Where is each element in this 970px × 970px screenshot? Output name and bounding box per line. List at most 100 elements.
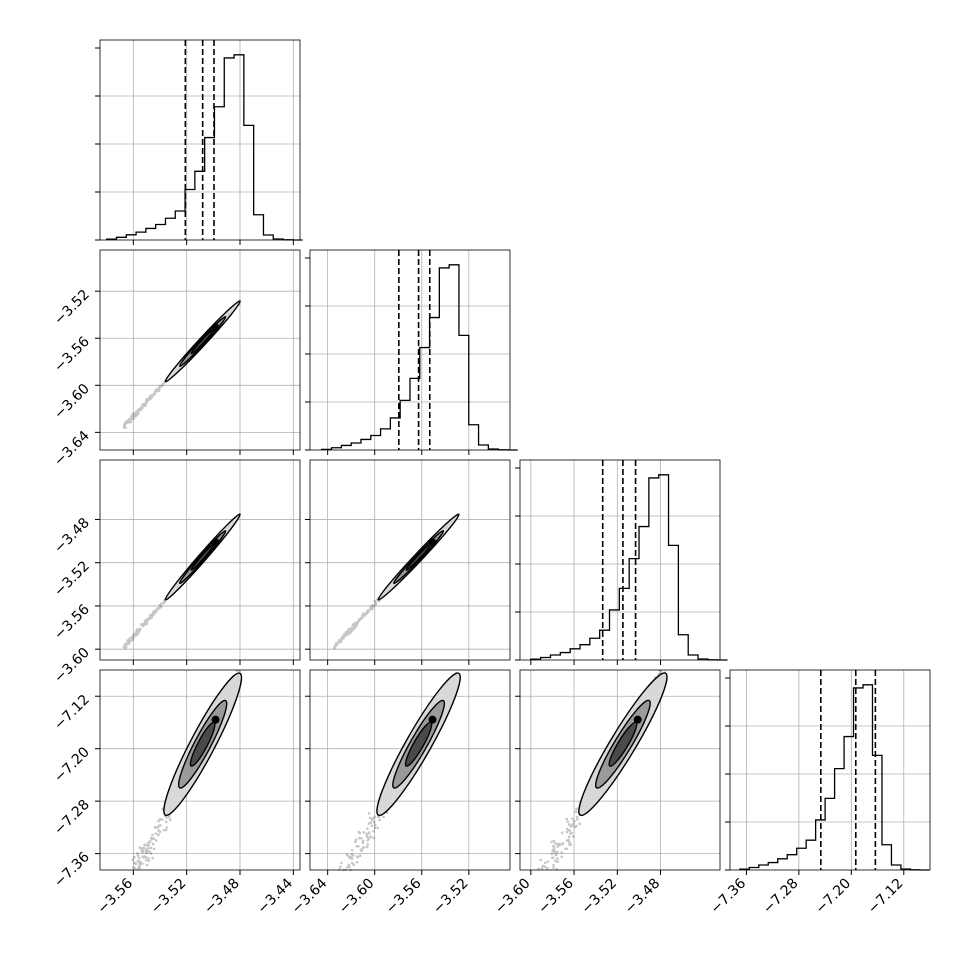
scatter-point	[134, 861, 137, 865]
scatter-point	[134, 633, 137, 636]
scatter-point	[365, 835, 369, 839]
scatter-point	[129, 420, 133, 424]
scatter-point	[333, 644, 337, 648]
scatter-point	[347, 865, 351, 869]
scatter-point	[347, 632, 350, 635]
scatter-point	[354, 621, 357, 624]
scatter-point	[357, 618, 361, 621]
scatter-point	[145, 398, 149, 401]
scatter-point	[155, 610, 158, 613]
scatter-point	[371, 605, 375, 609]
scatter-point	[369, 605, 373, 609]
scatter-point	[552, 863, 555, 867]
scatter-point	[334, 642, 338, 646]
scatter-point	[378, 818, 381, 822]
x-tick-label: −3.60	[336, 876, 378, 918]
scatter-point	[351, 623, 355, 626]
scatter-point	[349, 629, 352, 633]
scatter-point	[136, 408, 140, 412]
scatter-point	[355, 855, 359, 858]
scatter-point	[338, 638, 342, 642]
scatter-point	[333, 645, 337, 649]
scatter-point	[139, 846, 142, 850]
scatter-point	[345, 632, 349, 635]
scatter-point	[151, 842, 155, 846]
scatter-point	[333, 646, 336, 650]
panel-frame	[99, 249, 301, 451]
scatter-point	[145, 619, 149, 622]
scatter-point	[127, 641, 131, 645]
panel-frame	[309, 249, 511, 451]
scatter-point	[566, 820, 569, 823]
scatter-point	[131, 636, 134, 639]
scatter-point	[151, 833, 154, 837]
scatter-point	[568, 829, 572, 832]
scatter-point	[124, 646, 127, 650]
x-tick-label: −3.52	[578, 876, 620, 918]
scatter-point	[123, 424, 126, 427]
scatter-point	[357, 830, 361, 834]
scatter-point	[565, 839, 569, 842]
scatter-point	[572, 835, 575, 838]
scatter-point	[152, 613, 156, 616]
scatter-point	[354, 621, 357, 625]
scatter-point	[131, 634, 134, 638]
scatter-point	[560, 855, 564, 859]
scatter-point	[136, 859, 140, 863]
scatter-point	[138, 627, 142, 631]
scatter-point	[145, 619, 149, 622]
scatter-point	[143, 402, 147, 406]
scatter-point	[160, 385, 163, 388]
scatter-point	[141, 855, 145, 859]
panel-background	[310, 250, 510, 450]
scatter-point	[143, 402, 146, 406]
scatter-point	[129, 419, 132, 422]
scatter-point	[344, 631, 348, 634]
scatter-point	[354, 838, 358, 841]
x-tick-label: −3.52	[430, 876, 472, 918]
scatter-point	[369, 606, 372, 610]
scatter-point	[147, 844, 151, 847]
scatter-point	[126, 643, 129, 646]
y-tick-label: −3.52	[51, 287, 93, 329]
scatter-point	[342, 634, 346, 638]
scatter-point	[357, 844, 360, 848]
scatter-point	[575, 815, 579, 819]
x-tick-label: −7.36	[708, 875, 750, 917]
scatter-point	[144, 620, 147, 624]
scatter-point	[362, 612, 365, 615]
scatter-point	[140, 848, 144, 852]
scatter-point	[138, 407, 141, 411]
scatter-point	[134, 415, 137, 418]
scatter-point	[152, 610, 155, 614]
scatter-point	[340, 639, 343, 642]
scatter-point	[360, 849, 364, 853]
scatter-point	[149, 394, 152, 398]
scatter-point	[148, 617, 152, 620]
scatter-point	[338, 638, 342, 642]
scatter-point	[346, 865, 349, 869]
scatter-point	[161, 382, 165, 386]
scatter-point	[352, 863, 356, 867]
scatter-point	[537, 867, 541, 871]
scatter-point	[143, 404, 147, 408]
scatter-point	[138, 846, 142, 849]
scatter-point	[367, 609, 370, 613]
scatter-point	[132, 634, 136, 638]
scatter-point	[569, 843, 573, 847]
scatter-point	[127, 418, 131, 421]
scatter-point	[348, 856, 352, 860]
scatter-point	[133, 866, 137, 870]
scatter-point	[361, 614, 364, 617]
scatter-point	[153, 610, 157, 614]
scatter-point	[345, 633, 348, 637]
scatter-point	[552, 839, 556, 843]
scatter-point	[127, 640, 131, 644]
scatter-point	[131, 412, 135, 416]
scatter-point	[154, 390, 158, 393]
scatter-point	[556, 845, 560, 848]
scatter-point	[145, 843, 149, 847]
scatter-point	[150, 837, 154, 841]
scatter-point	[134, 410, 138, 414]
scatter-point	[133, 633, 136, 637]
